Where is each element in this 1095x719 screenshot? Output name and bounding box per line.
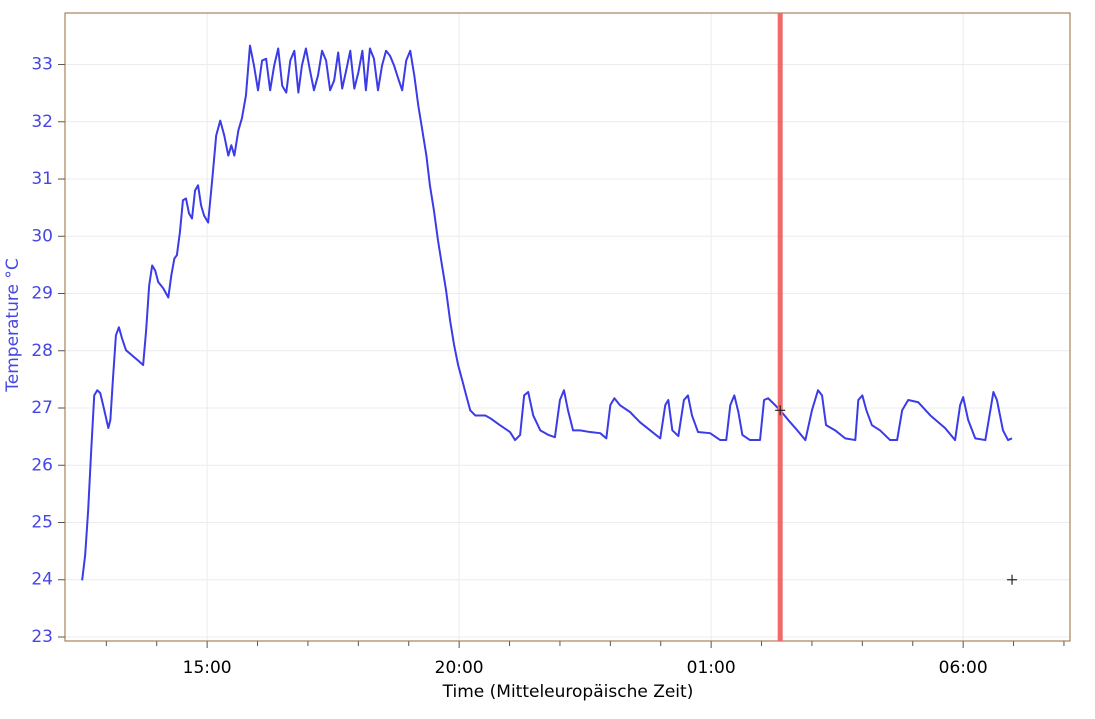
y-tick-label: 32 [31,112,53,132]
x-tick-label: 01:00 [687,658,736,678]
y-tick-label: 26 [31,455,53,475]
marker [1007,574,1018,585]
y-tick-label: 27 [31,398,53,418]
y-tick-label: 31 [31,169,53,189]
x-tick-label: 20:00 [435,658,484,678]
y-tick-label: 29 [31,284,53,304]
x-tick-label: 06:00 [939,658,988,678]
plot-frame [64,12,1071,642]
y-tick-label: 33 [31,55,53,75]
y-tick-label: 28 [31,341,53,361]
x-tick-label: 15:00 [183,658,232,678]
y-tick-label: 30 [31,226,53,246]
x-axis-title: Time (Mitteleuropäische Zeit) [442,682,694,702]
data-line [81,44,1013,581]
y-tick-label: 23 [31,627,53,647]
y-tick-label: 24 [31,570,53,590]
marker [775,405,786,416]
y-tick-label: 25 [31,512,53,532]
y-axis-title: Temperature °C [3,258,23,392]
